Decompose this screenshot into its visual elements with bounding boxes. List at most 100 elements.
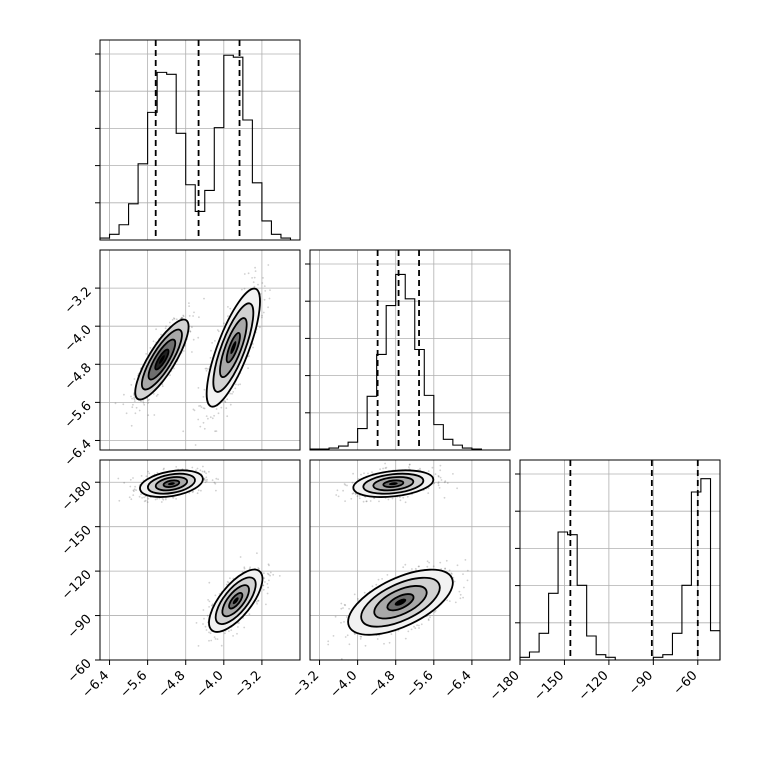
sample-point [173,318,176,320]
sample-point [224,401,227,403]
sample-point [208,606,211,608]
histogram-frame [519,459,721,661]
sample-point [196,467,199,470]
sample-point [203,388,206,391]
sample-point [220,406,223,409]
sample-point [376,638,379,640]
sample-point [216,638,219,640]
sample-point [466,569,469,572]
sample-point [255,601,258,603]
sample-point [263,298,266,301]
panel-content [310,460,510,660]
sample-point [262,311,265,314]
sample-point [232,391,235,393]
sample-point [225,407,228,409]
sample-point [175,466,178,468]
sample-point [247,367,250,370]
sample-point [220,644,223,647]
sample-point [202,421,205,424]
y-tick-label: −150 [59,523,95,559]
sample-point [383,642,385,645]
sample-point [360,473,362,476]
sample-point [201,470,204,473]
sample-point [342,489,344,492]
sample-point [391,497,394,500]
sample-point [408,463,411,466]
sample-point [420,623,423,626]
sample-point [263,572,265,575]
sample-point [210,639,213,642]
sample-point [377,578,380,581]
sample-point [169,374,171,377]
density-peak [230,341,237,355]
sample-point [204,479,207,481]
sample-point [429,616,431,619]
sample-point [340,658,343,660]
sample-point [367,472,369,475]
panel-content [100,460,300,660]
sample-point [235,383,237,386]
sample-point [211,479,214,482]
sample-point [252,281,255,284]
sample-point [359,638,362,640]
sample-point [155,395,158,397]
sample-point [223,322,225,325]
sample-point [434,609,437,612]
sample-point [262,277,264,279]
sample-point [199,469,202,472]
sample-point [194,444,197,446]
sample-point [386,574,389,576]
sample-point [172,497,175,499]
sample-point [130,384,133,386]
sample-point [189,330,192,333]
sample-point [192,490,195,493]
sample-point [147,399,150,402]
sample-point [143,403,146,406]
sample-point [206,478,208,481]
sample-point [135,489,138,491]
sample-point [229,577,231,580]
sample-point [336,489,339,492]
sample-point [188,302,190,304]
sample-point [207,599,210,601]
sample-point [197,645,200,647]
sample-point [262,588,265,591]
histogram-panel-2 [305,249,511,451]
x-tick-label: −4.8 [156,668,189,701]
sample-point [418,624,420,627]
sample-point [129,478,132,481]
sample-point [407,630,410,633]
contour-line [362,472,425,495]
scatter-panel-2-3 [309,459,511,661]
sample-point [205,367,208,370]
sample-point [236,632,238,635]
sample-point [148,398,151,401]
sample-point [140,475,143,477]
sample-point [142,401,145,404]
histogram-frame [99,39,301,241]
sample-point [118,499,121,502]
sample-point [406,495,409,498]
sample-point [451,573,453,575]
sample-point [462,596,464,599]
sample-point [267,573,270,576]
sample-point [258,568,260,570]
contour-line [205,287,261,408]
sample-point [452,473,454,475]
sample-point [203,477,206,480]
contour-line [214,576,257,625]
sample-point [156,471,159,474]
density-peak [167,482,175,486]
sample-point [182,430,185,433]
sample-point [268,564,270,567]
sample-point [243,567,246,570]
contour-line [347,568,454,636]
sample-point [249,566,252,569]
sample-point [181,316,183,319]
sample-point [216,329,219,331]
contour-line [386,593,415,612]
sample-point [408,466,410,468]
sample-point [382,467,384,470]
panel-content [100,250,300,450]
contour-line [154,348,170,371]
